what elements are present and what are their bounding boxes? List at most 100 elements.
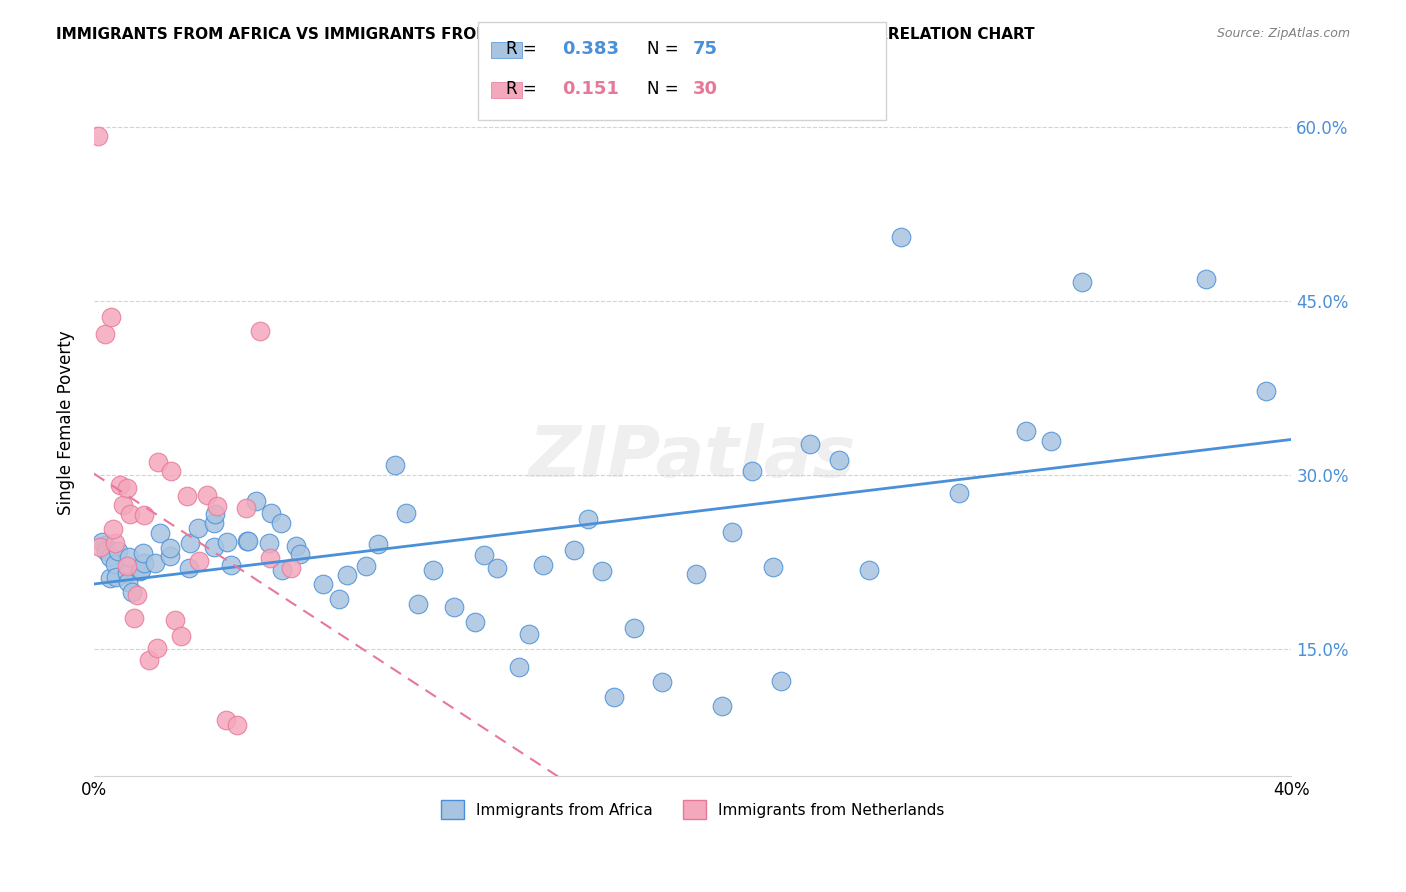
Point — [395, 506, 418, 520]
Point — [121, 585, 143, 599]
Point — [187, 520, 209, 534]
Text: N =: N = — [647, 80, 683, 98]
Point — [107, 543, 129, 558]
Point — [1071, 275, 1094, 289]
Point — [217, 535, 239, 549]
Point — [103, 522, 125, 536]
Point — [685, 566, 707, 581]
Point — [249, 324, 271, 338]
Point — [202, 540, 225, 554]
Text: 0.383: 0.383 — [562, 40, 620, 58]
Point — [118, 508, 141, 522]
Point — [104, 569, 127, 583]
Point — [108, 478, 131, 492]
Point — [485, 561, 508, 575]
Point — [215, 713, 238, 727]
Point — [312, 577, 335, 591]
Point — [112, 498, 135, 512]
Point — [146, 455, 169, 469]
Point — [741, 464, 763, 478]
Point — [443, 600, 465, 615]
Point — [163, 613, 186, 627]
Point — [132, 545, 155, 559]
Point — [100, 310, 122, 324]
Point — [270, 516, 292, 530]
Point — [235, 500, 257, 515]
Point — [219, 558, 242, 573]
Point — [117, 481, 139, 495]
Point — [651, 675, 673, 690]
Text: 75: 75 — [693, 40, 718, 58]
Y-axis label: Single Female Poverty: Single Female Poverty — [58, 330, 75, 515]
Point — [202, 516, 225, 530]
Point — [226, 718, 249, 732]
Point — [129, 563, 152, 577]
Point — [890, 230, 912, 244]
Point — [260, 506, 283, 520]
Point — [1254, 384, 1277, 398]
Point — [367, 537, 389, 551]
Point — [118, 549, 141, 564]
Text: N =: N = — [647, 40, 683, 58]
Point — [132, 557, 155, 571]
Point — [94, 538, 117, 552]
Point — [204, 508, 226, 522]
Point — [115, 558, 138, 573]
Point — [948, 486, 970, 500]
Point — [422, 563, 444, 577]
Point — [94, 544, 117, 558]
Point — [531, 558, 554, 573]
Point — [104, 536, 127, 550]
Point — [138, 653, 160, 667]
Point — [762, 560, 785, 574]
Point — [858, 564, 880, 578]
Point — [179, 535, 201, 549]
Point — [98, 549, 121, 564]
Point — [591, 564, 613, 578]
Point — [197, 487, 219, 501]
Point — [271, 563, 294, 577]
Point — [280, 561, 302, 575]
Point — [799, 437, 821, 451]
Point — [384, 458, 406, 473]
Point — [517, 627, 540, 641]
Point — [159, 549, 181, 564]
Point — [1015, 424, 1038, 438]
Point — [238, 534, 260, 549]
Point — [115, 566, 138, 580]
Point — [89, 540, 111, 554]
Point — [602, 690, 624, 704]
Point — [122, 611, 145, 625]
Point — [129, 565, 152, 579]
Point — [770, 674, 793, 689]
Point — [464, 615, 486, 629]
Point — [328, 591, 350, 606]
Point — [159, 541, 181, 555]
Point — [94, 326, 117, 341]
Point — [710, 698, 733, 713]
Point — [288, 547, 311, 561]
Point — [721, 524, 744, 539]
Text: Source: ZipAtlas.com: Source: ZipAtlas.com — [1216, 27, 1350, 40]
Point — [472, 548, 495, 562]
Point — [205, 499, 228, 513]
Point — [236, 533, 259, 548]
Point — [98, 571, 121, 585]
Point — [159, 464, 181, 478]
Point — [284, 539, 307, 553]
Point — [257, 536, 280, 550]
Point — [562, 543, 585, 558]
Point — [127, 588, 149, 602]
Point — [170, 629, 193, 643]
Point — [188, 554, 211, 568]
Point — [354, 559, 377, 574]
Point — [90, 535, 112, 549]
Point — [623, 621, 645, 635]
Point — [1195, 272, 1218, 286]
Text: 0.151: 0.151 — [562, 80, 619, 98]
Point — [134, 508, 156, 522]
Point — [145, 557, 167, 571]
Point — [117, 575, 139, 590]
Point — [1040, 434, 1063, 449]
Text: 30: 30 — [693, 80, 718, 98]
